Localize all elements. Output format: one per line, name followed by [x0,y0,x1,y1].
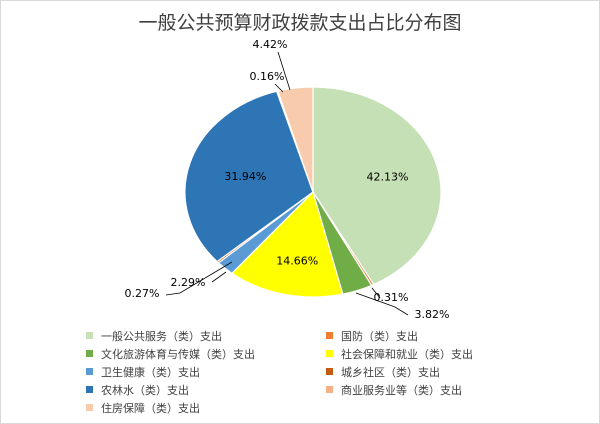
legend-swatch [326,368,333,375]
legend-label: 商业服务业等（类）支出 [341,383,462,397]
legend-item: 社会保障和就业（类）支出 [326,345,556,362]
leader-line [211,271,227,283]
data-label: 4.42% [253,38,288,51]
leader-line [355,292,409,316]
data-label: 2.29% [171,276,206,289]
pie-slice [184,90,314,263]
legend-item: 商业服务业等（类）支出 [326,381,556,398]
data-label: 3.82% [415,308,450,321]
legend-swatch [86,386,93,393]
legend-item: 文化旅游体育与传媒（类）支出 [86,345,326,362]
legend-swatch [326,350,333,357]
legend-swatch [326,386,333,393]
legend-label: 一般公共服务（类）支出 [101,329,222,343]
data-label: 31.94% [224,170,266,183]
legend-item: 农林水（类）支出 [86,381,326,398]
leader-line [371,287,381,299]
data-label: 42.13% [366,171,408,184]
legend-label: 住房保障（类）支出 [101,401,200,415]
legend-swatch [86,332,93,339]
legend-swatch [326,332,333,339]
legend-item: 卫生健康（类）支出 [86,363,326,380]
data-label: 0.16% [250,70,285,83]
chart-title: 一般公共预算财政拨款支出占比分布图 [138,12,462,34]
legend-item: 城乡社区（类）支出 [326,363,556,380]
data-label: 0.27% [125,287,160,300]
legend-item: 一般公共服务（类）支出 [86,327,326,344]
pie-slice [312,86,442,286]
data-label: 0.31% [374,291,409,304]
pie-slice [277,86,314,193]
legend-swatch [86,404,93,411]
legend-label: 社会保障和就业（类）支出 [341,347,473,361]
legend-label: 国防（类）支出 [341,329,418,343]
legend-label: 农林水（类）支出 [101,383,189,397]
leader-line [165,261,233,296]
leader-line [274,83,284,93]
legend-label: 卫生健康（类）支出 [101,365,200,379]
legend: 一般公共服务（类）支出 国防（类）支出文化旅游体育与传媒（类）支出 社会保障和就业（… [86,327,556,416]
legend-swatch [86,368,93,375]
legend-label: 文化旅游体育与传媒（类）支出 [101,347,255,361]
data-label: 14.66% [276,254,318,267]
legend-label: 城乡社区（类）支出 [341,365,440,379]
pie-slice [230,190,344,298]
leader-line [277,51,291,91]
legend-item: 国防（类）支出 [326,327,556,344]
legend-item: 住房保障（类）支出 [86,399,326,416]
legend-swatch [86,350,93,357]
